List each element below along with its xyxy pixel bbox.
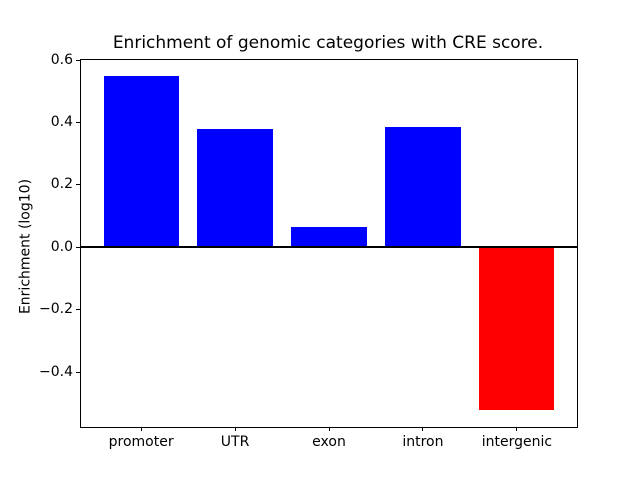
y-tick-label: −0.2 <box>39 301 73 318</box>
bar-UTR <box>197 128 273 248</box>
bar-promoter <box>103 75 179 248</box>
x-tick-mark <box>234 427 236 431</box>
bar-intron <box>385 127 461 248</box>
chart-title: Enrichment of genomic categories with CR… <box>112 33 544 53</box>
y-tick-label: 0.2 <box>50 176 73 193</box>
x-tick-label: UTR <box>220 434 250 450</box>
y-tick-label: 0.6 <box>50 51 73 68</box>
y-tick-mark <box>76 121 80 123</box>
y-tick-label: 0.4 <box>50 113 73 130</box>
zero-line <box>81 246 577 249</box>
y-tick-mark <box>76 246 80 248</box>
y-tick-label: −0.4 <box>39 363 73 380</box>
y-tick-mark <box>76 309 80 311</box>
y-tick-label: 0.0 <box>50 238 73 255</box>
y-tick-mark <box>76 371 80 373</box>
y-tick-mark <box>76 59 80 61</box>
bar-exon <box>291 227 367 248</box>
x-tick-label: promoter <box>108 434 174 450</box>
x-tick-label: exon <box>312 434 346 450</box>
x-tick-mark <box>140 427 142 431</box>
y-tick-mark <box>76 184 80 186</box>
x-tick-mark <box>422 427 424 431</box>
x-tick-label: intron <box>402 434 444 450</box>
plot-area: 0.6 0.4 0.2 0.0 −0.2 −0.4 promoter UTR exon intro… <box>39 52 578 450</box>
x-tick-mark <box>516 427 518 431</box>
x-tick-label: intergenic <box>481 434 553 450</box>
bar-intergenic <box>479 247 555 410</box>
x-tick-mark <box>328 427 330 431</box>
